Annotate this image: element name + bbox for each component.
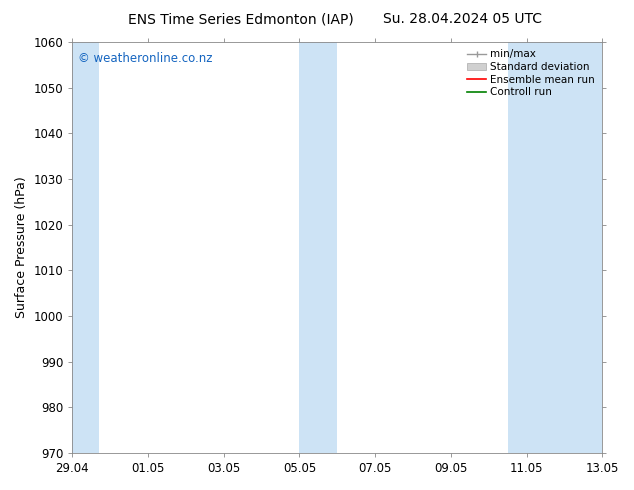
- Bar: [72, 42, 99, 453]
- Bar: [508, 42, 602, 453]
- Text: ENS Time Series Edmonton (IAP): ENS Time Series Edmonton (IAP): [128, 12, 354, 26]
- Text: Su. 28.04.2024 05 UTC: Su. 28.04.2024 05 UTC: [384, 12, 542, 26]
- Bar: [299, 42, 337, 453]
- Y-axis label: Surface Pressure (hPa): Surface Pressure (hPa): [15, 176, 28, 318]
- Text: © weatheronline.co.nz: © weatheronline.co.nz: [77, 52, 212, 65]
- Legend: min/max, Standard deviation, Ensemble mean run, Controll run: min/max, Standard deviation, Ensemble me…: [465, 47, 597, 99]
